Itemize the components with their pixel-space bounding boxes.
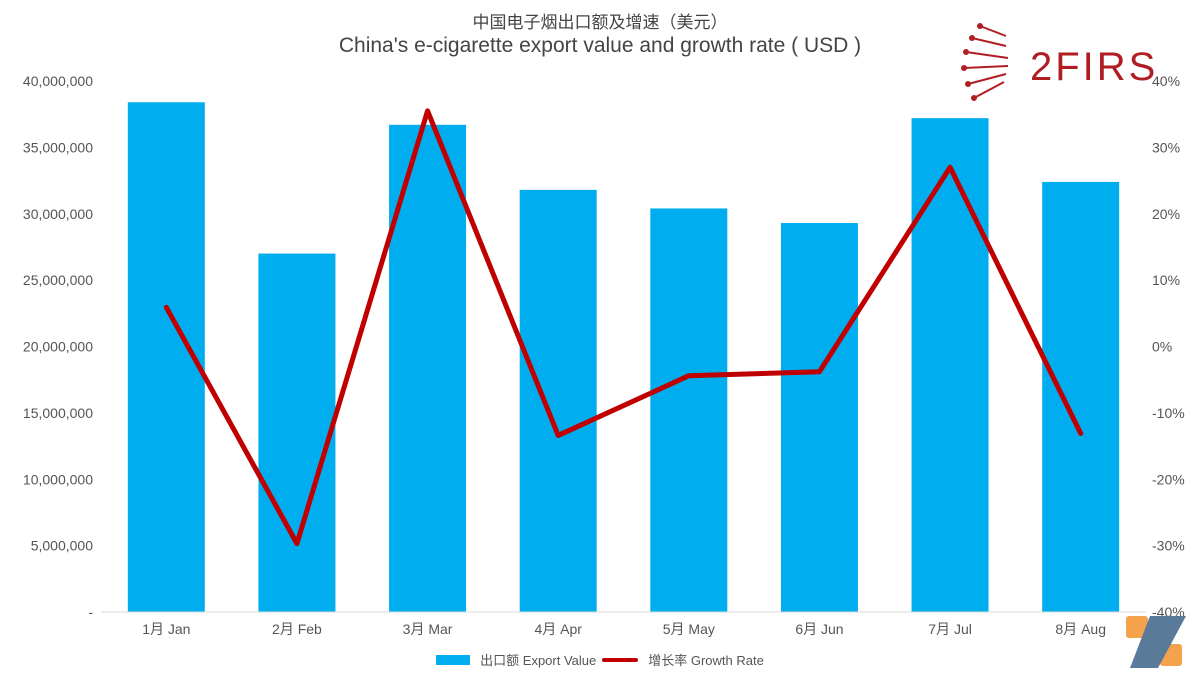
x-tick-label: 8月 Aug (1055, 621, 1106, 637)
chart-subtitle: China's e-cigarette export value and gro… (338, 34, 862, 57)
left-tick-label: - (88, 604, 93, 620)
right-tick-label: -10% (1152, 405, 1185, 421)
left-tick-label: 20,000,000 (23, 339, 93, 355)
legend: 出口额 Export Value 增长率 Growth Rate (0, 650, 1200, 669)
right-tick-label: 10% (1152, 272, 1180, 288)
line-growth-rate (163, 108, 1084, 547)
x-tick-label: 7月 Jul (928, 621, 972, 637)
svg-text:2FIRSTS: 2FIRSTS (1030, 45, 1158, 89)
x-tick-label: 4月 Apr (534, 621, 582, 637)
corner-logo-square (1126, 616, 1148, 638)
point-growth-rate (557, 434, 560, 437)
point-growth-rate (949, 166, 952, 169)
right-tick-label: 20% (1152, 206, 1180, 222)
point-growth-rate (1079, 432, 1082, 435)
bar-export-value (780, 223, 858, 613)
right-tick-label: 30% (1152, 139, 1180, 155)
bar-export-value (911, 118, 989, 613)
legend-label-export: 出口额 Export Value (480, 653, 597, 668)
left-tick-label: 5,000,000 (31, 538, 93, 554)
x-tick-label: 1月 Jan (142, 621, 190, 637)
corner-logo-icon (1130, 616, 1186, 668)
left-tick-label: 15,000,000 (23, 405, 93, 421)
point-growth-rate (295, 542, 298, 545)
legend-label-growth: 增长率 Growth Rate (648, 653, 764, 668)
point-growth-rate (165, 306, 168, 309)
bar-export-value (650, 208, 728, 612)
right-tick-label: -20% (1152, 471, 1185, 487)
point-growth-rate (426, 109, 429, 112)
left-tick-label: 35,000,000 (23, 139, 93, 155)
point-growth-rate (818, 370, 821, 373)
point-growth-rate (687, 374, 690, 377)
bar-export-value (519, 189, 597, 613)
legend-swatch-growth (602, 657, 639, 662)
left-tick-label: 30,000,000 (23, 206, 93, 222)
x-tick-label: 2月 Feb (272, 621, 322, 637)
right-tick-label: 0% (1152, 339, 1172, 355)
left-tick-label: 25,000,000 (23, 272, 93, 288)
chart-title: 中国电子烟出口额及增速（美元） (472, 13, 728, 32)
bar-export-value (389, 124, 467, 613)
brand-logo: 2FIRSTS (958, 18, 1200, 113)
x-tick-label: 5月 May (663, 621, 715, 637)
x-tick-label: 6月 Jun (795, 621, 843, 637)
legend-swatch-export (436, 654, 471, 665)
left-tick-label: 10,000,000 (23, 471, 93, 487)
bar-export-value (1042, 181, 1120, 612)
left-tick-label: 40,000,000 (23, 73, 93, 89)
bar-export-value (258, 253, 336, 612)
x-tick-label: 3月 Mar (403, 621, 453, 637)
right-tick-label: -30% (1152, 538, 1185, 554)
right-tick-label: 40% (1152, 73, 1180, 89)
